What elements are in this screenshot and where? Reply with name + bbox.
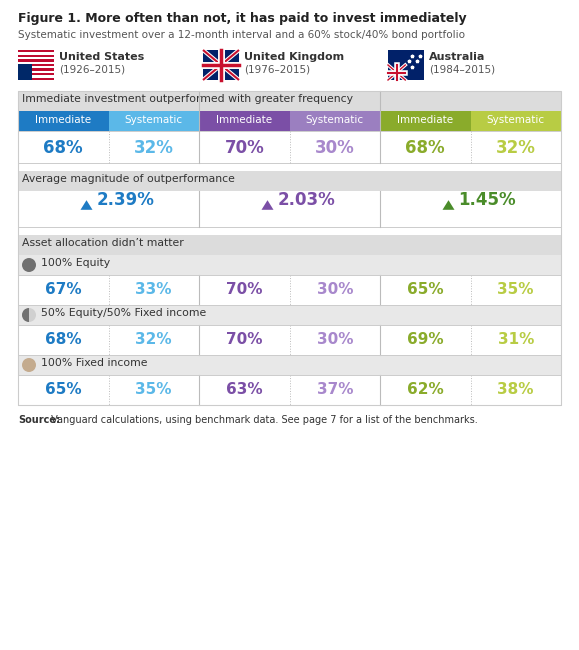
Text: 2.39%: 2.39%: [97, 191, 155, 209]
Text: Immediate: Immediate: [397, 115, 453, 125]
FancyBboxPatch shape: [18, 64, 54, 66]
Text: United Kingdom: United Kingdom: [244, 52, 344, 62]
FancyBboxPatch shape: [18, 75, 54, 78]
FancyBboxPatch shape: [18, 66, 54, 68]
FancyBboxPatch shape: [18, 73, 54, 75]
Text: Systematic: Systematic: [124, 115, 183, 125]
FancyBboxPatch shape: [380, 111, 471, 131]
Text: 63%: 63%: [226, 382, 262, 397]
Text: 68%: 68%: [405, 139, 445, 157]
Circle shape: [22, 308, 36, 322]
FancyBboxPatch shape: [18, 91, 561, 111]
Text: Immediate: Immediate: [216, 115, 272, 125]
Text: 65%: 65%: [407, 282, 444, 297]
Text: Figure 1. More often than not, it has paid to invest immediately: Figure 1. More often than not, it has pa…: [18, 12, 467, 25]
Text: Vanguard calculations, using benchmark data. See page 7 for a list of the benchm: Vanguard calculations, using benchmark d…: [48, 415, 478, 425]
Text: 38%: 38%: [497, 382, 534, 397]
Text: Systematic investment over a 12-month interval and a 60% stock/40% bond portfoli: Systematic investment over a 12-month in…: [18, 30, 465, 40]
FancyBboxPatch shape: [199, 111, 290, 131]
Text: 68%: 68%: [43, 139, 83, 157]
Text: Australia: Australia: [429, 52, 485, 62]
Text: 50% Equity/50% Fixed income: 50% Equity/50% Fixed income: [41, 308, 206, 318]
Text: Systematic: Systematic: [487, 115, 545, 125]
FancyBboxPatch shape: [18, 64, 32, 80]
Text: Average magnitude of outperformance: Average magnitude of outperformance: [22, 174, 235, 184]
Text: 2.03%: 2.03%: [277, 191, 335, 209]
Text: 70%: 70%: [226, 282, 262, 297]
FancyBboxPatch shape: [18, 355, 561, 375]
Bar: [18, 91, 561, 405]
Text: 37%: 37%: [317, 382, 353, 397]
FancyBboxPatch shape: [290, 111, 380, 131]
Text: (1976–2015): (1976–2015): [244, 64, 310, 74]
Text: 35%: 35%: [497, 282, 534, 297]
Text: Systematic: Systematic: [306, 115, 364, 125]
Text: 30%: 30%: [315, 139, 354, 157]
Text: Asset allocation didn’t matter: Asset allocation didn’t matter: [22, 238, 184, 248]
FancyBboxPatch shape: [471, 111, 561, 131]
Circle shape: [22, 258, 36, 272]
FancyBboxPatch shape: [18, 275, 561, 305]
FancyBboxPatch shape: [18, 191, 561, 227]
Polygon shape: [262, 200, 273, 210]
FancyBboxPatch shape: [203, 50, 239, 80]
Text: 31%: 31%: [497, 332, 534, 347]
FancyBboxPatch shape: [18, 131, 561, 163]
FancyBboxPatch shape: [18, 111, 108, 131]
Wedge shape: [22, 308, 29, 322]
Text: Source:: Source:: [18, 415, 60, 425]
Text: United States: United States: [59, 52, 144, 62]
FancyBboxPatch shape: [18, 71, 54, 73]
Text: 70%: 70%: [225, 139, 264, 157]
Polygon shape: [80, 200, 93, 210]
Text: Immediate: Immediate: [35, 115, 91, 125]
Text: 70%: 70%: [226, 332, 262, 347]
Text: 67%: 67%: [45, 282, 82, 297]
Text: 68%: 68%: [45, 332, 82, 347]
FancyBboxPatch shape: [18, 59, 54, 62]
Text: 1.45%: 1.45%: [459, 191, 516, 209]
Text: 35%: 35%: [135, 382, 172, 397]
Text: 32%: 32%: [134, 139, 174, 157]
Circle shape: [22, 358, 36, 372]
FancyBboxPatch shape: [18, 375, 561, 405]
Text: 62%: 62%: [407, 382, 444, 397]
FancyBboxPatch shape: [18, 50, 54, 52]
Text: 100% Equity: 100% Equity: [41, 258, 110, 268]
FancyBboxPatch shape: [18, 235, 561, 255]
Text: Immediate investment outperformed with greater frequency: Immediate investment outperformed with g…: [22, 94, 353, 104]
FancyBboxPatch shape: [388, 50, 424, 80]
Text: 30%: 30%: [317, 332, 353, 347]
FancyBboxPatch shape: [388, 65, 405, 80]
Text: (1984–2015): (1984–2015): [429, 64, 495, 74]
Text: 33%: 33%: [135, 282, 172, 297]
FancyBboxPatch shape: [18, 325, 561, 355]
Text: 30%: 30%: [317, 282, 353, 297]
Text: 32%: 32%: [135, 332, 172, 347]
Text: (1926–2015): (1926–2015): [59, 64, 125, 74]
FancyBboxPatch shape: [18, 305, 561, 325]
Polygon shape: [442, 200, 455, 210]
FancyBboxPatch shape: [18, 55, 54, 57]
Text: 65%: 65%: [45, 382, 82, 397]
Text: 100% Fixed income: 100% Fixed income: [41, 358, 148, 368]
FancyBboxPatch shape: [108, 111, 199, 131]
FancyBboxPatch shape: [18, 68, 54, 71]
Text: 32%: 32%: [496, 139, 536, 157]
FancyBboxPatch shape: [18, 62, 54, 64]
FancyBboxPatch shape: [18, 57, 54, 59]
FancyBboxPatch shape: [18, 78, 54, 80]
FancyBboxPatch shape: [18, 255, 561, 275]
FancyBboxPatch shape: [18, 171, 561, 191]
Text: 69%: 69%: [407, 332, 444, 347]
FancyBboxPatch shape: [18, 52, 54, 55]
